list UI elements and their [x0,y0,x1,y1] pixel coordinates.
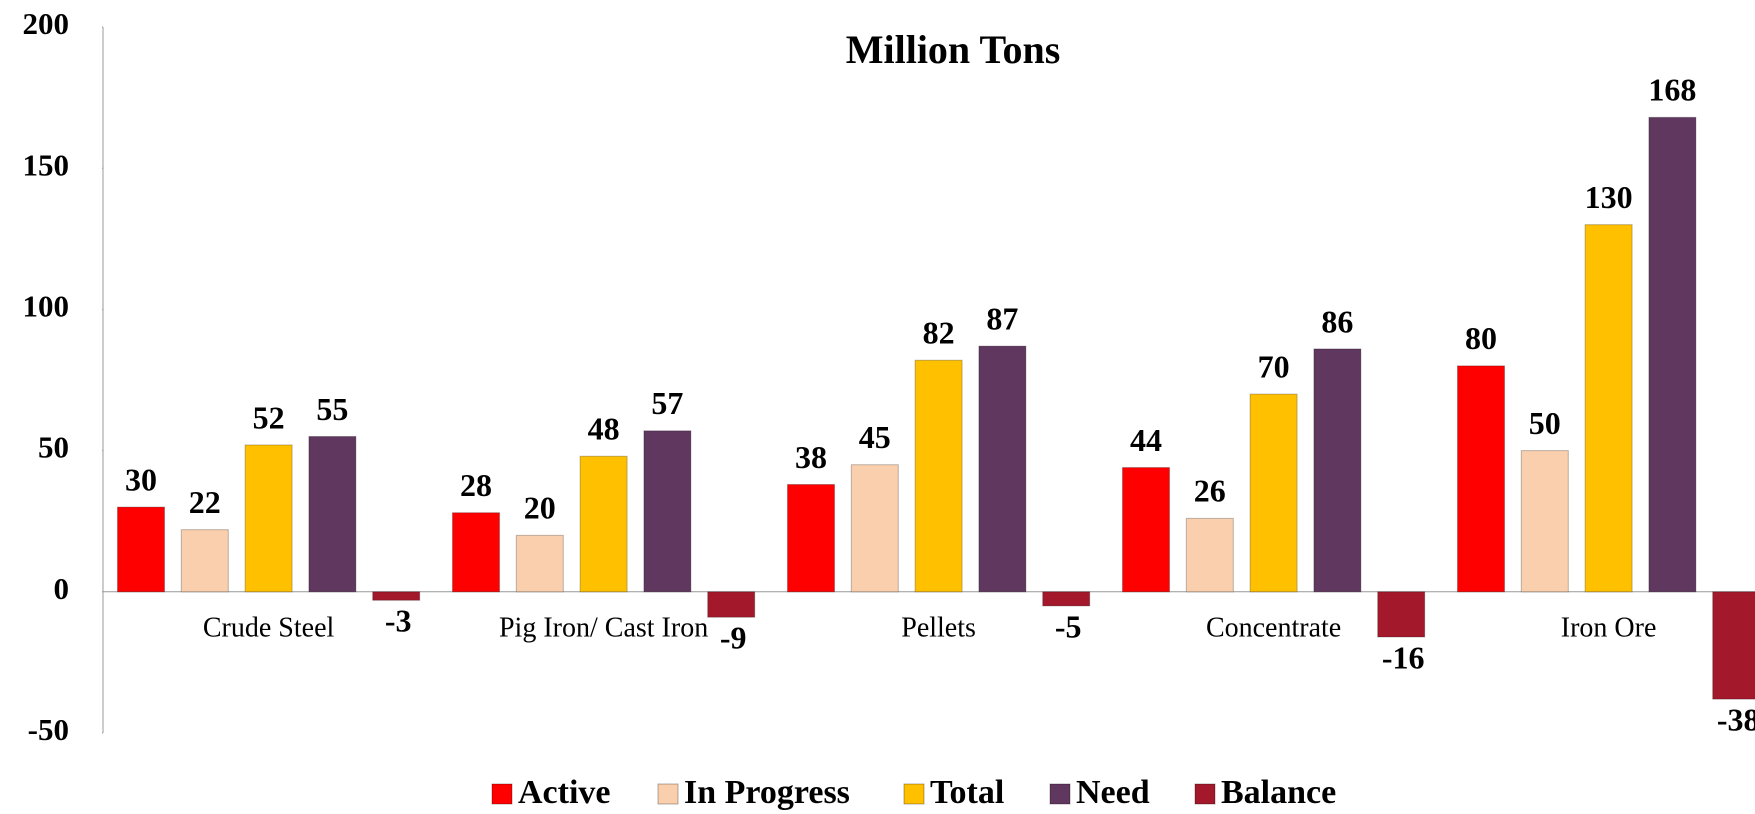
value-label: 44 [1130,422,1162,458]
legend-swatch [1194,783,1216,805]
value-label: 48 [588,411,620,447]
chart-title: Million Tons [846,27,1061,72]
value-label: 70 [1258,348,1290,384]
value-label: 80 [1465,320,1497,356]
y-tick-label: 100 [23,289,70,324]
value-label: 26 [1194,473,1226,509]
bar [850,464,899,593]
x-tick-label: Pig Iron/ Cast Iron [499,612,708,643]
bar [452,512,500,593]
legend-swatch [657,783,679,805]
legend-label: Need [1076,774,1150,811]
legend-label: In Progress [684,774,850,811]
bar [1313,348,1362,593]
y-tick-label: 50 [38,430,69,465]
x-tick-label: Pellets [901,612,976,643]
bar [787,483,835,593]
legend-swatch [1049,783,1071,805]
value-label: 86 [1321,303,1353,339]
value-label: 82 [923,315,955,351]
legend-swatch [491,783,513,805]
value-label: 38 [795,439,827,475]
legend-label: Active [518,774,611,811]
value-label: 20 [524,490,556,526]
y-tick-label: 150 [23,147,70,182]
bar [579,455,628,593]
bar [244,444,293,593]
x-tick-label: Iron Ore [1561,612,1657,643]
value-label: 130 [1585,179,1633,215]
legend-swatch [903,783,925,805]
bar [117,506,165,593]
bar [180,529,229,593]
value-label: -9 [720,620,747,656]
value-label: 52 [253,399,285,435]
bar [1457,365,1505,593]
bar [643,430,692,593]
legend-label: Total [930,774,1004,811]
x-tick-label: Crude Steel [203,612,335,643]
y-tick-label: 200 [23,6,70,41]
value-label: 30 [125,461,157,497]
value-label: 50 [1529,405,1561,441]
bar [1042,591,1091,607]
value-label: 168 [1648,72,1696,108]
bar [707,591,756,618]
value-label: -16 [1382,639,1425,675]
bar [914,359,963,593]
value-label: -3 [385,603,412,639]
value-label: 55 [316,391,348,427]
bar [1520,450,1569,593]
bar [1648,116,1697,593]
bar [308,435,357,593]
y-tick-label: -50 [28,712,69,747]
value-label: 57 [651,385,683,421]
value-label: 22 [189,484,221,520]
legend-label: Balance [1221,774,1336,811]
bar [372,591,421,601]
value-label: 28 [460,467,492,503]
bar [1249,393,1298,593]
value-label: 45 [859,419,891,455]
y-tick-label: 0 [54,571,70,606]
bar [1377,591,1426,638]
value-label: 87 [986,300,1018,336]
value-label: -5 [1055,608,1082,644]
value-label: -38 [1717,701,1755,737]
bar [1185,517,1234,593]
bar [1122,467,1170,593]
bar [515,534,564,593]
bar [1584,224,1633,593]
x-tick-label: Concentrate [1206,612,1341,643]
bar [978,345,1027,593]
bar [1712,591,1755,700]
